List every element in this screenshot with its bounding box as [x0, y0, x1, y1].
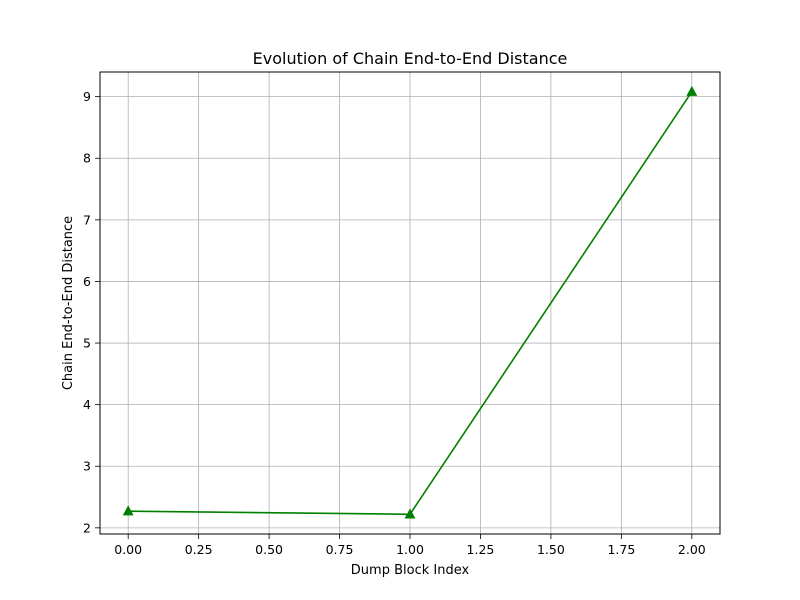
y-tick-label: 8 — [83, 151, 91, 166]
x-axis-ticks: 0.00 0.25 0.50 0.75 1.00 1.25 1.50 1.75 2.00 — [114, 534, 706, 557]
y-tick-label: 4 — [83, 397, 91, 412]
x-axis-label: Dump Block Index — [351, 563, 470, 578]
y-axis-label: Chain End-to-End Distance — [61, 216, 76, 390]
x-tick-label: 2.00 — [678, 542, 706, 557]
x-tick-label: 0.50 — [255, 542, 283, 557]
data-point-marker — [404, 508, 416, 519]
data-point-marker — [686, 85, 698, 96]
grid — [100, 72, 720, 534]
y-axis-ticks: 2 3 4 5 6 7 8 9 — [83, 89, 100, 535]
x-tick-label: 1.75 — [607, 542, 635, 557]
series-layer — [122, 85, 698, 519]
y-tick-label: 6 — [83, 274, 91, 289]
x-tick-label: 0.75 — [326, 542, 354, 557]
data-point-marker — [122, 505, 134, 516]
y-tick-label: 2 — [83, 520, 91, 535]
x-tick-label: 1.25 — [467, 542, 495, 557]
y-tick-label: 9 — [83, 89, 91, 104]
x-tick-label: 1.00 — [396, 542, 424, 557]
y-tick-label: 7 — [83, 212, 91, 227]
y-tick-label: 5 — [83, 336, 91, 351]
x-tick-label: 0.00 — [114, 542, 142, 557]
x-tick-label: 1.50 — [537, 542, 565, 557]
chart-title: Evolution of Chain End-to-End Distance — [253, 49, 568, 68]
y-tick-label: 3 — [83, 459, 91, 474]
x-tick-label: 0.25 — [185, 542, 213, 557]
